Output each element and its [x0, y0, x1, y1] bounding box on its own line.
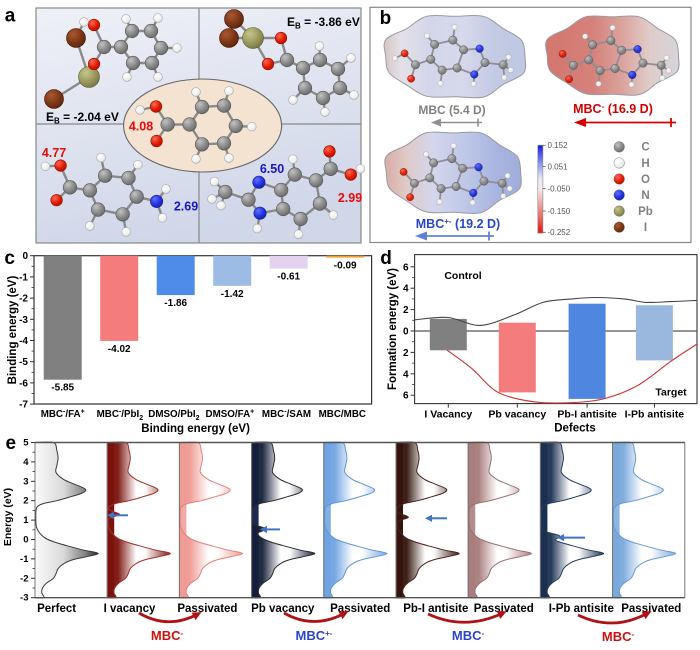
svg-text:4.77: 4.77: [42, 146, 66, 160]
svg-text:0.152: 0.152: [548, 141, 569, 150]
svg-text:c: c: [4, 248, 15, 269]
svg-text:I-Pb antisite: I-Pb antisite: [549, 603, 614, 615]
svg-text:0: 0: [23, 535, 28, 546]
svg-text:5: 5: [23, 438, 29, 449]
svg-text:Pb-I antisite: Pb-I antisite: [557, 409, 617, 421]
svg-text:I-Pb antisite: I-Pb antisite: [625, 409, 685, 421]
svg-text:4: 4: [403, 284, 409, 295]
svg-text:6.50: 6.50: [260, 162, 284, 176]
svg-text:-7: -7: [19, 400, 28, 411]
svg-text:3: 3: [23, 476, 28, 487]
svg-text:-6: -6: [19, 378, 28, 389]
svg-text:-2: -2: [20, 573, 28, 584]
svg-text:Binding energy (eV): Binding energy (eV): [7, 276, 19, 385]
svg-text:-0.61: -0.61: [277, 272, 300, 283]
svg-text:Binding energy (eV): Binding energy (eV): [141, 423, 250, 435]
svg-text:d: d: [380, 248, 392, 269]
svg-text:e: e: [5, 433, 16, 454]
svg-text:Defects: Defects: [554, 423, 596, 435]
svg-text:-5: -5: [19, 357, 28, 368]
svg-text:4: 4: [23, 457, 29, 468]
svg-text:DMSO/PbI2: DMSO/PbI2: [148, 409, 199, 422]
svg-text:I Vacancy: I Vacancy: [424, 409, 472, 421]
svg-text:-0.050: -0.050: [548, 184, 571, 193]
svg-text:-4.02: -4.02: [108, 344, 131, 355]
svg-text:Passivated: Passivated: [177, 603, 237, 615]
svg-text:6: 6: [403, 391, 409, 402]
svg-text:MBC-: MBC-: [452, 628, 485, 643]
svg-text:-5.85: -5.85: [51, 383, 74, 394]
svg-text:Pb-I antisite: Pb-I antisite: [403, 603, 468, 615]
svg-text:-1.86: -1.86: [164, 298, 187, 309]
svg-text:MBC (5.4 D): MBC (5.4 D): [418, 103, 485, 117]
svg-text:0: 0: [22, 251, 28, 262]
svg-text:Perfect: Perfect: [37, 603, 76, 615]
svg-text:-1.42: -1.42: [221, 289, 244, 300]
svg-text:2.69: 2.69: [174, 200, 198, 214]
svg-text:Passivated: Passivated: [474, 603, 534, 615]
svg-text:Energy (eV): Energy (eV): [2, 488, 14, 546]
svg-text:-4: -4: [19, 336, 28, 347]
svg-text:MBC-/FA+: MBC-/FA+: [41, 409, 85, 421]
svg-text:2: 2: [403, 305, 409, 316]
svg-text:Pb: Pb: [638, 206, 653, 218]
svg-text:6: 6: [403, 262, 409, 273]
svg-text:1: 1: [23, 515, 29, 526]
svg-text:Target: Target: [655, 387, 687, 399]
svg-text:-0.252: -0.252: [548, 228, 571, 237]
svg-text:2.99: 2.99: [338, 191, 362, 205]
svg-text:Pb vacancy: Pb vacancy: [251, 603, 315, 615]
svg-text:Passivated: Passivated: [621, 603, 681, 615]
svg-text:b: b: [380, 8, 392, 29]
svg-text:Passivated: Passivated: [330, 603, 390, 615]
svg-text:MBC-: MBC-: [151, 628, 184, 643]
svg-text:-2: -2: [19, 294, 28, 305]
svg-text:MBC/MBC: MBC/MBC: [319, 409, 366, 420]
svg-text:-1: -1: [20, 554, 29, 565]
svg-text:MBC-/PbI2: MBC-/PbI2: [97, 409, 144, 423]
svg-text:MBC-: MBC-: [602, 629, 635, 644]
svg-text:N: N: [641, 190, 649, 202]
svg-text:-3: -3: [19, 315, 28, 326]
svg-text:2: 2: [403, 348, 409, 359]
svg-text:MBC+- (19.2 D): MBC+- (19.2 D): [416, 217, 500, 231]
svg-text:EB = -2.04 eV: EB = -2.04 eV: [46, 110, 119, 126]
svg-text:MBC+-: MBC+-: [296, 628, 333, 643]
svg-text:0.051: 0.051: [548, 162, 569, 171]
svg-text:0: 0: [403, 327, 409, 338]
svg-text:-0.150: -0.150: [548, 207, 571, 216]
svg-text:O: O: [641, 174, 650, 186]
svg-text:a: a: [5, 6, 16, 27]
svg-text:I: I: [644, 222, 647, 234]
svg-text:2: 2: [23, 496, 28, 507]
svg-text:H: H: [641, 158, 649, 170]
svg-text:EB = -3.86 eV: EB = -3.86 eV: [287, 15, 360, 31]
svg-text:MBC-/SAM: MBC-/SAM: [262, 409, 311, 421]
svg-text:C: C: [641, 142, 649, 154]
svg-text:4.08: 4.08: [129, 120, 153, 134]
svg-text:-3: -3: [20, 593, 28, 604]
svg-text:I vacancy: I vacancy: [104, 603, 156, 615]
svg-text:Formation energy (eV): Formation energy (eV): [387, 268, 399, 390]
svg-text:Pb vacancy: Pb vacancy: [488, 409, 546, 421]
svg-text:-0.09: -0.09: [334, 261, 357, 272]
svg-text:Control: Control: [444, 270, 481, 282]
svg-text:MBC- (16.9 D): MBC- (16.9 D): [573, 102, 653, 116]
svg-text:-1: -1: [19, 272, 28, 283]
svg-text:4: 4: [403, 369, 409, 380]
svg-text:DMSO/FA+: DMSO/FA+: [206, 409, 255, 421]
